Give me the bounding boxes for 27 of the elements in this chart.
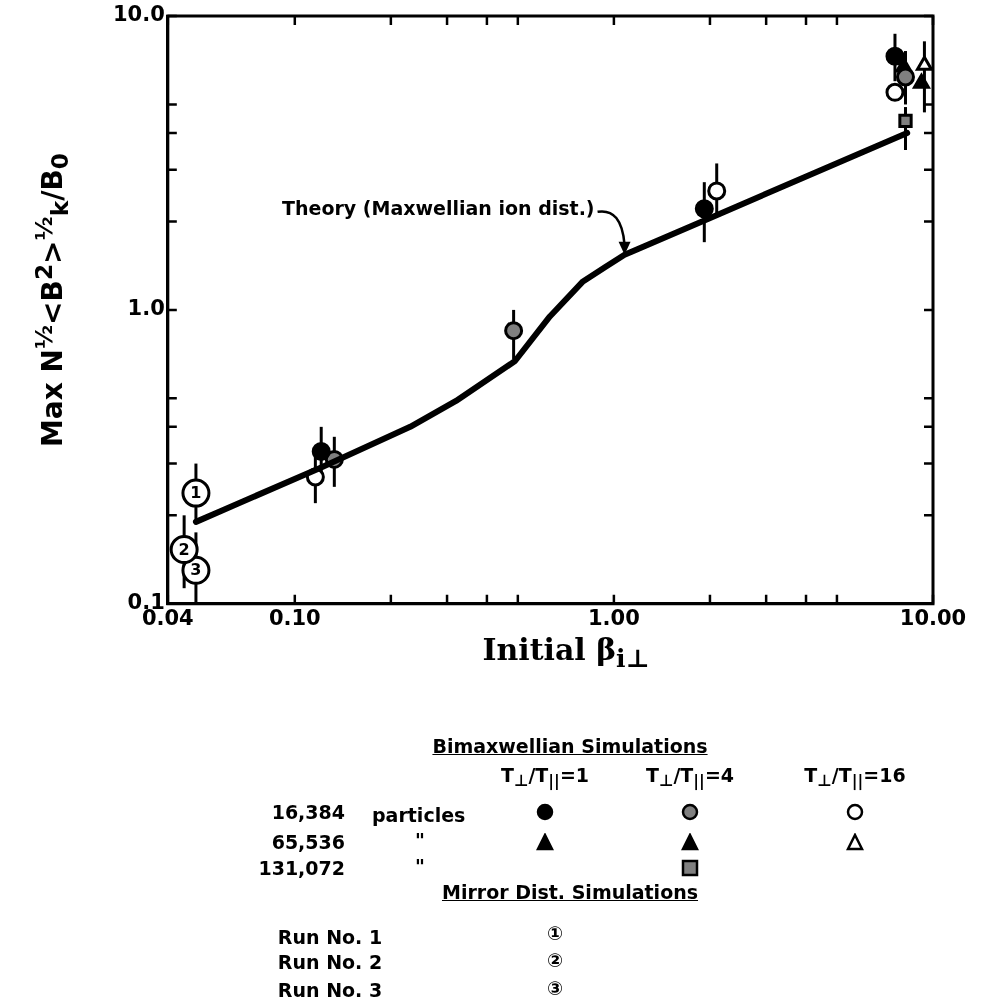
annotation: 3 bbox=[190, 560, 202, 580]
text: Run No. 2 bbox=[277, 951, 383, 973]
text: " bbox=[415, 829, 425, 851]
text: 65,536 bbox=[271, 831, 345, 853]
text: particles bbox=[372, 804, 466, 826]
text: T$_{⊥}$/T$_{||}$=16 bbox=[804, 763, 906, 793]
x-axis-title: Initial β$_{i⊥}$ bbox=[482, 631, 650, 673]
text: T$_{⊥}$/T$_{||}$=1 bbox=[500, 763, 590, 793]
text: Mirror Dist. Simulations bbox=[441, 881, 699, 903]
annotation: 2 bbox=[178, 539, 190, 559]
x-tick-label: 1.00 bbox=[587, 605, 640, 630]
text: ③ bbox=[546, 977, 564, 999]
text: Run No. 3 bbox=[277, 979, 383, 1001]
annotation: Theory (Maxwellian ion dist.) bbox=[282, 196, 595, 219]
annotation: 1 bbox=[190, 483, 202, 503]
text: Run No. 1 bbox=[277, 926, 383, 948]
text: 16,384 bbox=[271, 801, 345, 823]
x-tick-label: 0.10 bbox=[268, 605, 321, 630]
text: ② bbox=[546, 949, 564, 971]
text: Bimaxwellian Simulations bbox=[432, 735, 708, 757]
y-tick-label: 10.0 bbox=[112, 2, 165, 27]
text: T$_{⊥}$/T$_{||}$=4 bbox=[645, 763, 735, 793]
y-tick-label: 1.0 bbox=[127, 296, 165, 321]
text: " bbox=[415, 855, 425, 877]
text: 131,072 bbox=[258, 857, 345, 879]
text: ① bbox=[546, 922, 564, 944]
x-tick-label: 10.00 bbox=[899, 605, 967, 630]
